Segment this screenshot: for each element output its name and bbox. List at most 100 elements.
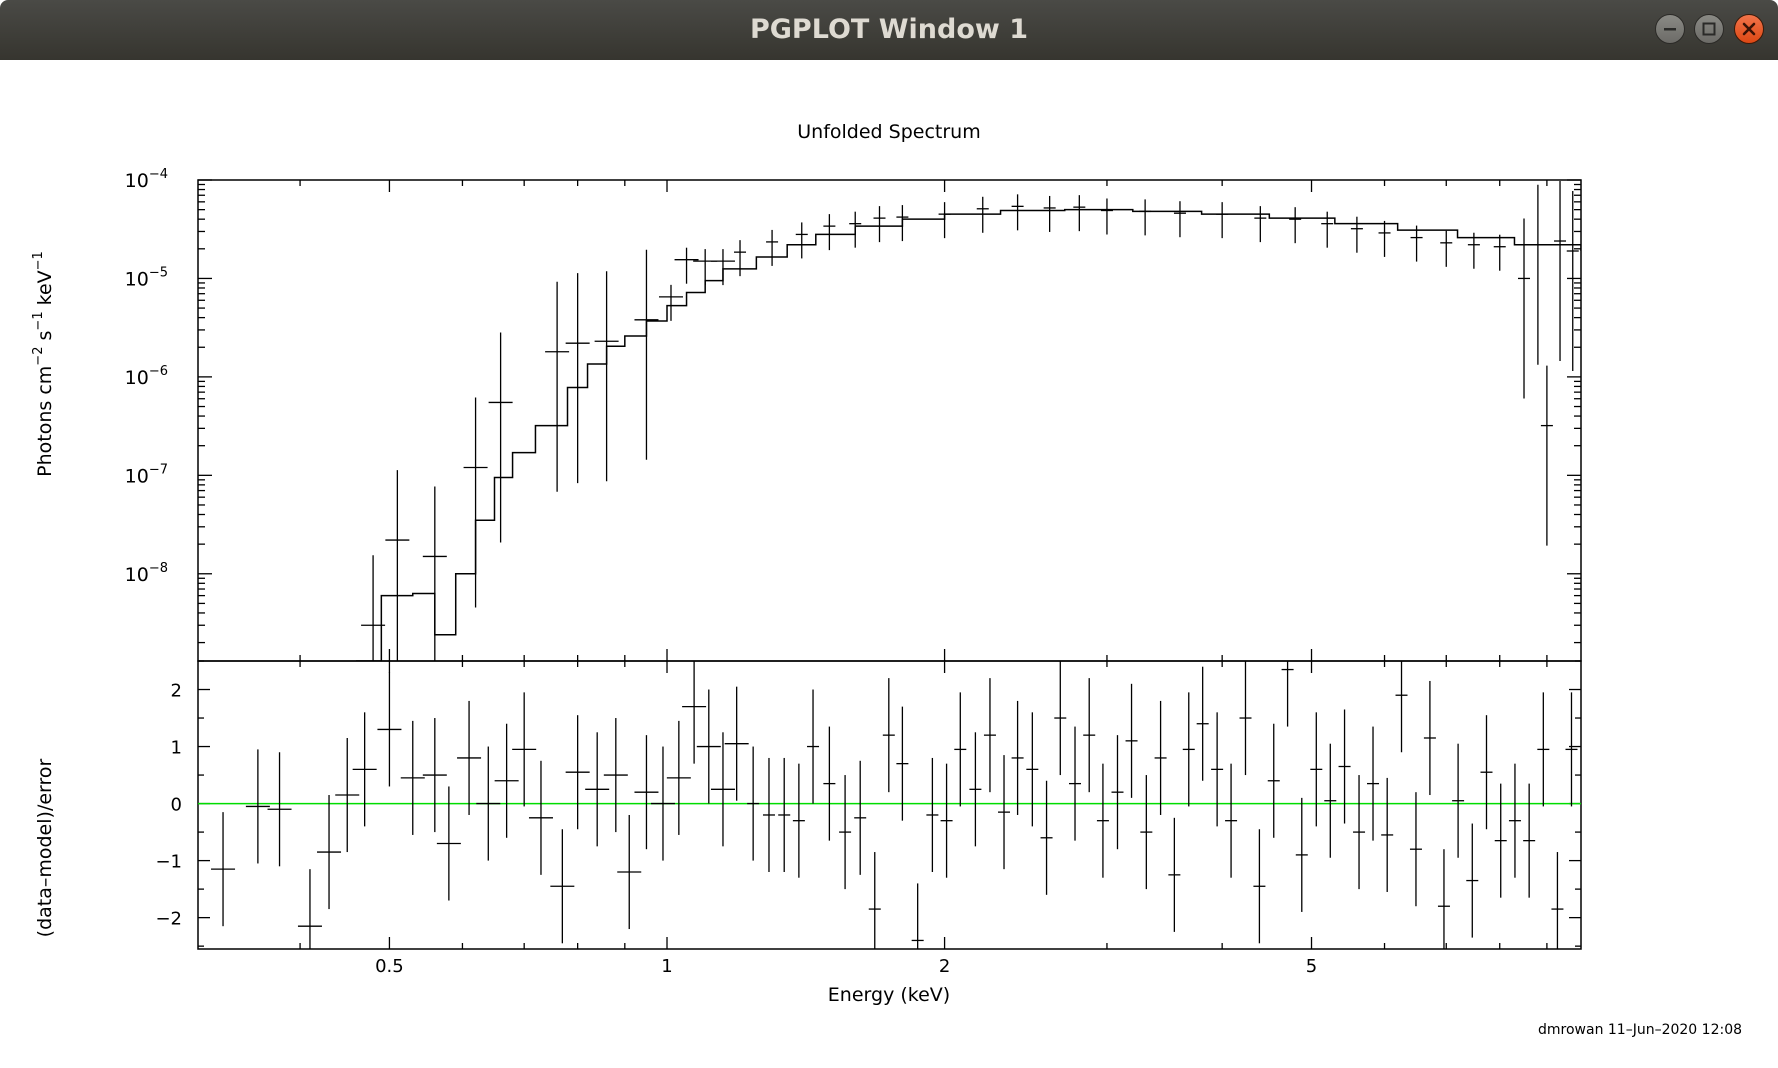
ylabel-exp-s: −1: [31, 311, 46, 330]
residual-point: [1324, 743, 1337, 858]
data-point: [545, 281, 570, 492]
residual-point: [762, 757, 775, 873]
residual-point: [585, 732, 610, 847]
residual-point: [1196, 666, 1209, 781]
top-data-points: [361, 181, 1579, 661]
close-button[interactable]: [1734, 14, 1764, 44]
ylabel-part-photons: Photons cm: [34, 366, 56, 477]
ylabel-part-s: s: [34, 331, 56, 347]
residual-point: [1168, 817, 1181, 932]
y-tick-label: 10−6: [125, 364, 168, 389]
data-point: [823, 214, 836, 251]
residual-point: [747, 746, 760, 861]
residual-point: [696, 689, 721, 804]
data-point: [1554, 181, 1567, 362]
minimize-button[interactable]: [1655, 14, 1685, 44]
residual-point: [1494, 783, 1507, 898]
y-tick-label: 2: [171, 681, 182, 702]
y-tick-label: 10−7: [125, 462, 168, 487]
residual-point: [1083, 678, 1096, 793]
y-tick-base: 10: [125, 367, 149, 389]
bottom-panel: 0.5 1 2 5 2 1 0 −1 −2: [155, 660, 1582, 977]
residual-point: [1423, 680, 1436, 796]
residual-point: [1452, 743, 1465, 858]
residual-point: [436, 786, 461, 901]
residual-point: [983, 678, 996, 793]
chart-labels: Unfolded Spectrum Energy (keV) (data–mod…: [31, 121, 981, 1006]
data-point: [938, 202, 951, 239]
residual-point: [1011, 700, 1024, 815]
window-titlebar[interactable]: PGPLOT Window 1: [0, 0, 1778, 60]
y-tick-label: 10−8: [125, 561, 168, 586]
x-tick-label: 5: [1306, 956, 1317, 977]
x-tick-label: 1: [661, 956, 672, 977]
data-point: [1011, 194, 1024, 231]
y-tick-label: 10−4: [125, 167, 168, 192]
close-icon: [1742, 22, 1756, 36]
y-tick-exponent: −7: [149, 462, 168, 477]
residual-point: [457, 700, 482, 815]
residual-point: [710, 732, 735, 847]
y-tick-exponent: −8: [149, 561, 168, 576]
ylabel-part-kev: keV: [34, 270, 56, 311]
residual-point: [926, 757, 939, 873]
y-axis-label-flux: Photons cm−2 s−1 keV−1: [31, 251, 56, 477]
residual-point: [512, 692, 537, 807]
maximize-button[interactable]: [1694, 14, 1724, 44]
y-tick-label: −1: [155, 852, 182, 873]
residual-point: [1253, 829, 1266, 944]
data-point: [1100, 198, 1113, 235]
data-point: [385, 470, 410, 661]
residual-points: [211, 661, 1578, 949]
y-tick-base: 10: [125, 465, 149, 487]
data-point: [488, 332, 513, 543]
residual-point: [565, 715, 590, 830]
residual-point: [1154, 700, 1167, 815]
residual-point: [650, 746, 675, 861]
data-point: [1493, 234, 1506, 271]
residual-point: [1267, 723, 1280, 838]
residual-point: [911, 883, 924, 949]
y-tick-base: 10: [125, 564, 149, 586]
residual-point: [896, 706, 909, 821]
residual-point: [352, 712, 377, 827]
residual-point: [823, 726, 836, 841]
x-tick-label: 2: [939, 956, 950, 977]
y-tick-base: 10: [125, 268, 149, 290]
residual-point: [211, 812, 236, 927]
residual-point: [1182, 692, 1195, 807]
y-tick-base: 10: [125, 170, 149, 192]
data-point: [1518, 218, 1531, 399]
data-point: [422, 486, 447, 661]
data-point: [710, 249, 735, 286]
residual-point: [682, 661, 707, 764]
residual-point: [1480, 715, 1493, 830]
residual-point: [854, 760, 867, 875]
bottom-panel-frame: [197, 660, 1582, 950]
residual-point: [1551, 852, 1564, 949]
residual-point: [1310, 712, 1323, 827]
data-point: [795, 222, 808, 259]
residual-point: [1338, 709, 1351, 824]
residual-point: [1381, 777, 1394, 892]
ylabel-exp-kev: −1: [31, 251, 46, 270]
data-point: [1531, 184, 1544, 365]
residual-point: [1367, 726, 1380, 841]
data-point: [1350, 216, 1363, 253]
plot-area: 10−4 10−5 10−6 10−7 10−8 0.5 1 2 5 2 1 0 −1 −2 Unfol…: [0, 60, 1778, 1068]
data-point: [1540, 365, 1553, 546]
residual-point: [1565, 692, 1578, 807]
residual-point: [969, 732, 982, 847]
residual-point: [1040, 780, 1053, 895]
residual-point: [1353, 775, 1366, 890]
residual-point: [297, 869, 322, 949]
y-tick-label: 10−5: [125, 265, 168, 290]
y-tick-label: 1: [171, 738, 182, 759]
residual-point: [1140, 775, 1153, 890]
data-point: [565, 273, 590, 484]
residual-point: [634, 735, 659, 850]
residual-point: [335, 737, 360, 853]
x-axis-label: Energy (keV): [828, 984, 950, 1006]
data-point: [1378, 220, 1391, 257]
